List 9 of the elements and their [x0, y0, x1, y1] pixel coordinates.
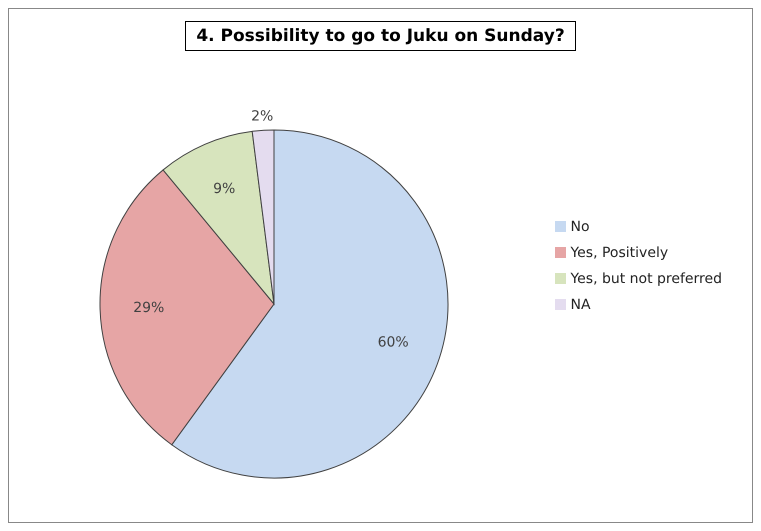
data-label: 60% [378, 334, 409, 351]
legend-label: Yes, Positively [570, 244, 668, 260]
data-label: 9% [213, 181, 236, 198]
legend-label: NA [570, 296, 591, 312]
legend-label: Yes, but not preferred [570, 270, 722, 286]
chart-title: 4. Possibility to go to Juku on Sunday? [185, 21, 576, 51]
data-label: 2% [251, 108, 274, 124]
data-label: 29% [133, 300, 164, 316]
legend-label: No [570, 218, 590, 234]
